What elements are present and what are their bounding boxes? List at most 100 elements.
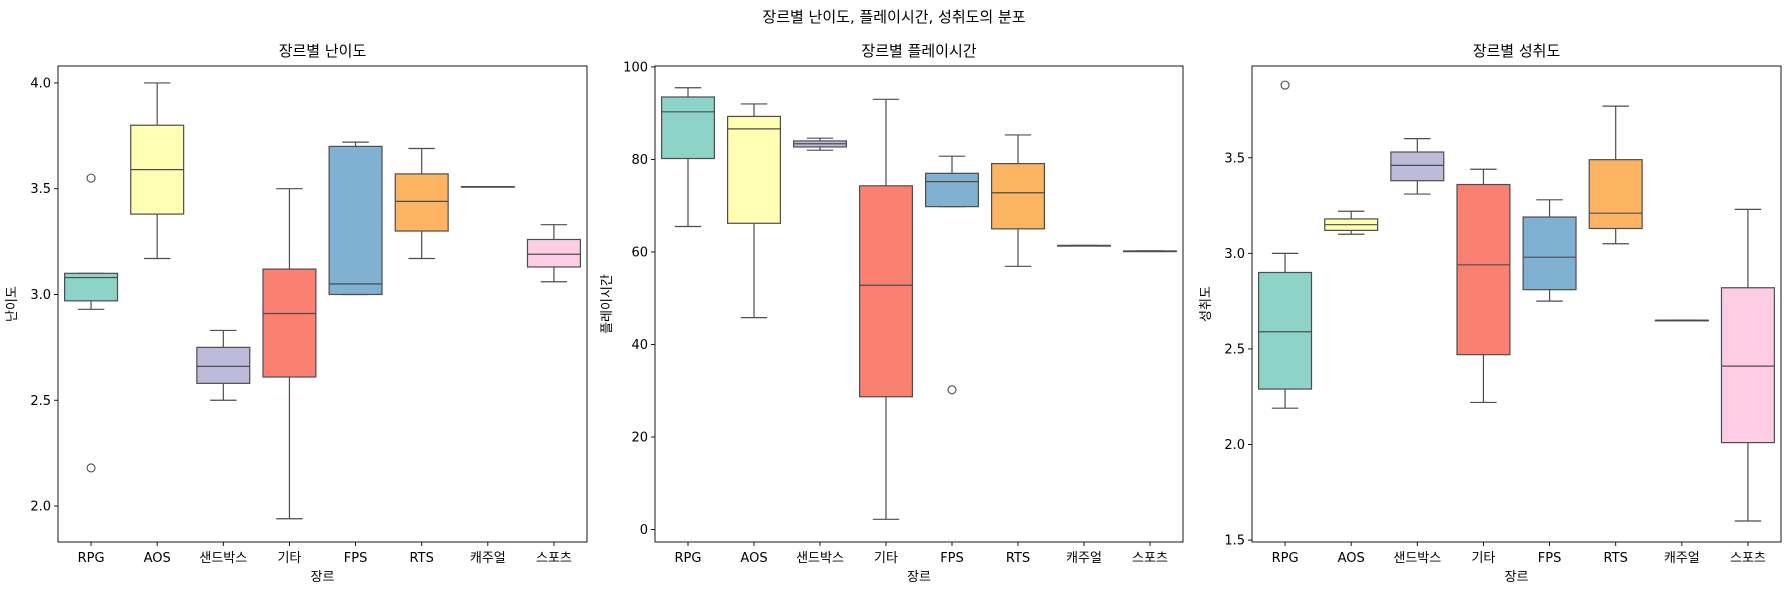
box-body bbox=[726, 115, 781, 224]
box-4 bbox=[858, 98, 913, 520]
x-tick-label: 캐주얼 bbox=[470, 551, 506, 566]
x-tick-label: RTS bbox=[1604, 551, 1628, 566]
box-2 bbox=[726, 103, 781, 319]
x-tick-label: 스포츠 bbox=[536, 551, 572, 566]
box-2 bbox=[1324, 210, 1379, 235]
x-tick-label: FPS bbox=[1538, 551, 1562, 566]
x-axis-label: 장르 bbox=[311, 570, 335, 585]
y-tick-label: 0 bbox=[640, 523, 648, 538]
y-tick-label: 3.0 bbox=[30, 288, 51, 303]
outlier-point bbox=[86, 463, 96, 473]
y-tick-label: 40 bbox=[631, 338, 648, 353]
box-8 bbox=[1122, 250, 1177, 253]
box-4 bbox=[1456, 168, 1511, 404]
outlier-point bbox=[1280, 80, 1290, 90]
box-1 bbox=[660, 87, 715, 228]
x-axis-label: 장르 bbox=[907, 570, 931, 585]
y-tick-label: 3.0 bbox=[1224, 247, 1245, 262]
box-body bbox=[924, 172, 979, 208]
box-body bbox=[526, 238, 581, 268]
x-tick-label: 샌드박스 bbox=[796, 551, 844, 566]
box-6 bbox=[394, 147, 449, 260]
box-body bbox=[262, 268, 317, 378]
box-1 bbox=[1258, 80, 1313, 409]
x-tick-label: AOS bbox=[1338, 551, 1365, 566]
x-tick-label: AOS bbox=[740, 551, 767, 566]
box-5 bbox=[924, 155, 979, 395]
x-tick-label: FPS bbox=[344, 551, 368, 566]
y-tick-label: 80 bbox=[631, 153, 648, 168]
y-tick-label: 60 bbox=[631, 245, 648, 260]
box-body bbox=[990, 163, 1045, 230]
outlier-point bbox=[86, 173, 96, 183]
y-tick-label: 20 bbox=[631, 430, 648, 445]
x-tick-label: RTS bbox=[410, 551, 434, 566]
x-tick-label: 기타 bbox=[1471, 551, 1495, 566]
box-3 bbox=[792, 137, 847, 151]
subplot-title: 장르별 플레이시간 bbox=[861, 42, 976, 60]
box-8 bbox=[1720, 208, 1775, 522]
box-2 bbox=[130, 82, 185, 260]
x-tick-label: 기타 bbox=[874, 551, 898, 566]
box-4 bbox=[262, 188, 317, 520]
y-tick-label: 4.0 bbox=[30, 76, 51, 91]
x-tick-label: 캐주얼 bbox=[1664, 551, 1700, 566]
box-body bbox=[1522, 216, 1577, 291]
x-tick-label: 캐주얼 bbox=[1066, 551, 1102, 566]
x-tick-label: FPS bbox=[940, 551, 964, 566]
box-5 bbox=[1522, 199, 1577, 302]
box-body bbox=[328, 145, 383, 296]
box-7 bbox=[1056, 244, 1111, 247]
x-axis-label: 장르 bbox=[1505, 570, 1529, 585]
subplot-title: 장르별 난이도 bbox=[279, 42, 367, 60]
box-body bbox=[1456, 183, 1511, 356]
y-tick-label: 2.0 bbox=[30, 500, 51, 515]
y-tick-label: 3.5 bbox=[30, 182, 51, 197]
y-tick-label: 3.5 bbox=[1224, 151, 1245, 166]
y-tick-label: 1.5 bbox=[1224, 534, 1245, 549]
plot-area-frame bbox=[1251, 65, 1782, 543]
box-3 bbox=[196, 329, 251, 401]
box-body bbox=[196, 346, 251, 384]
x-tick-label: RPG bbox=[1272, 551, 1299, 566]
y-axis-label: 성취도 bbox=[1199, 286, 1214, 322]
plot-area-frame bbox=[57, 65, 588, 543]
x-tick-label: 스포츠 bbox=[1730, 551, 1766, 566]
box-body bbox=[858, 185, 913, 398]
box-1 bbox=[64, 173, 119, 473]
box-body bbox=[660, 96, 715, 160]
box-body bbox=[394, 173, 449, 232]
subplot-title: 장르별 성취도 bbox=[1473, 42, 1561, 60]
x-tick-label: 샌드박스 bbox=[199, 551, 247, 566]
x-tick-label: RTS bbox=[1006, 551, 1030, 566]
subplot-2: 0 20 40 60 80 100 RPG AOS 샌드박스 기타 FPS RTS 캐주얼 스포츠 장르별 … bbox=[600, 42, 1184, 585]
x-tick-label: 샌드박스 bbox=[1393, 551, 1441, 566]
x-tick-label: 기타 bbox=[277, 551, 301, 566]
box-7 bbox=[1654, 319, 1709, 322]
figure-suptitle: 장르별 난이도, 플레이시간, 성취도의 분포 bbox=[762, 8, 1025, 26]
plot-area-frame bbox=[654, 65, 1184, 543]
box-7 bbox=[460, 185, 515, 188]
box-5 bbox=[328, 141, 383, 296]
box-body bbox=[1720, 287, 1775, 444]
y-tick-label: 2.0 bbox=[1224, 438, 1245, 453]
y-tick-label: 2.5 bbox=[30, 394, 51, 409]
box-6 bbox=[1588, 105, 1643, 245]
box-body bbox=[1390, 151, 1445, 182]
x-tick-label: RPG bbox=[675, 551, 702, 566]
outlier-point bbox=[947, 385, 957, 395]
box-8 bbox=[526, 224, 581, 283]
y-axis-label: 플레이시간 bbox=[600, 274, 615, 334]
box-6 bbox=[990, 134, 1045, 267]
x-tick-label: RPG bbox=[78, 551, 105, 566]
box-3 bbox=[1390, 138, 1445, 195]
x-tick-label: 스포츠 bbox=[1132, 551, 1168, 566]
y-axis-label: 난이도 bbox=[5, 286, 20, 322]
x-tick-label: AOS bbox=[144, 551, 171, 566]
y-tick-label: 2.5 bbox=[1224, 342, 1245, 357]
y-tick-label: 100 bbox=[623, 60, 648, 75]
box-body bbox=[1258, 271, 1313, 390]
